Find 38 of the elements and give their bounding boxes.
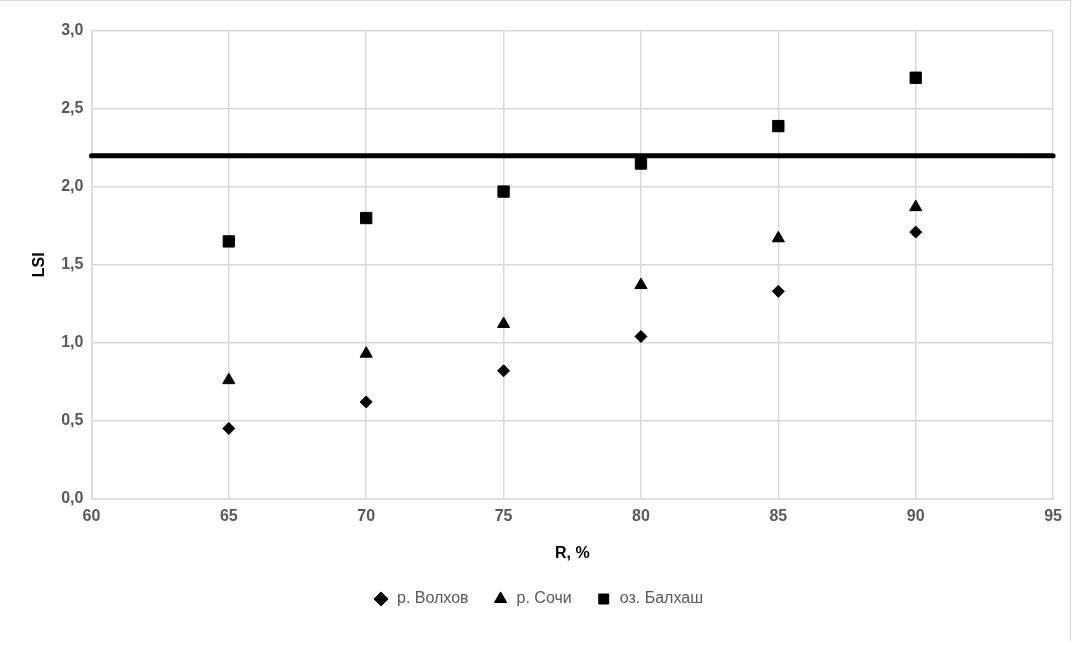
point (222, 372, 236, 385)
y-tick-label: 1,0 (61, 333, 84, 351)
legend-label: р. Сочи (516, 589, 572, 607)
legend-label: оз. Балхаш (619, 589, 703, 607)
y-axis-title: LSI (30, 252, 48, 278)
x-axis-title: R, % (554, 543, 590, 561)
point (634, 157, 648, 170)
point (634, 277, 648, 290)
y-tick-label: 3,0 (61, 21, 84, 39)
x-tick-label: 85 (769, 506, 788, 524)
point (497, 316, 511, 329)
point (497, 364, 511, 378)
point (909, 199, 923, 212)
point (909, 71, 922, 84)
point (771, 230, 785, 243)
point (222, 421, 236, 435)
point (772, 119, 785, 133)
y-tick-label: 0,5 (61, 411, 84, 429)
point (909, 225, 923, 239)
x-tick-label: 80 (632, 506, 650, 524)
point (497, 185, 510, 198)
point (771, 284, 785, 298)
point (222, 235, 235, 248)
x-tick-label: 75 (494, 506, 513, 524)
y-tick-label: 1,5 (61, 255, 84, 273)
x-tick-label: 65 (219, 506, 238, 524)
x-tick-label: 60 (82, 506, 101, 524)
y-tick-label: 2,5 (61, 99, 84, 117)
point (359, 395, 373, 409)
legend-label: р. Волхов (397, 589, 469, 607)
y-tick-label: 0,0 (61, 489, 84, 507)
y-tick-label: 2,0 (61, 177, 84, 195)
x-tick-label: 70 (357, 506, 376, 524)
x-tick-label: 95 (1044, 506, 1063, 524)
point (360, 211, 373, 225)
point (359, 346, 373, 358)
x-tick-label: 90 (906, 506, 925, 524)
point (634, 330, 648, 343)
